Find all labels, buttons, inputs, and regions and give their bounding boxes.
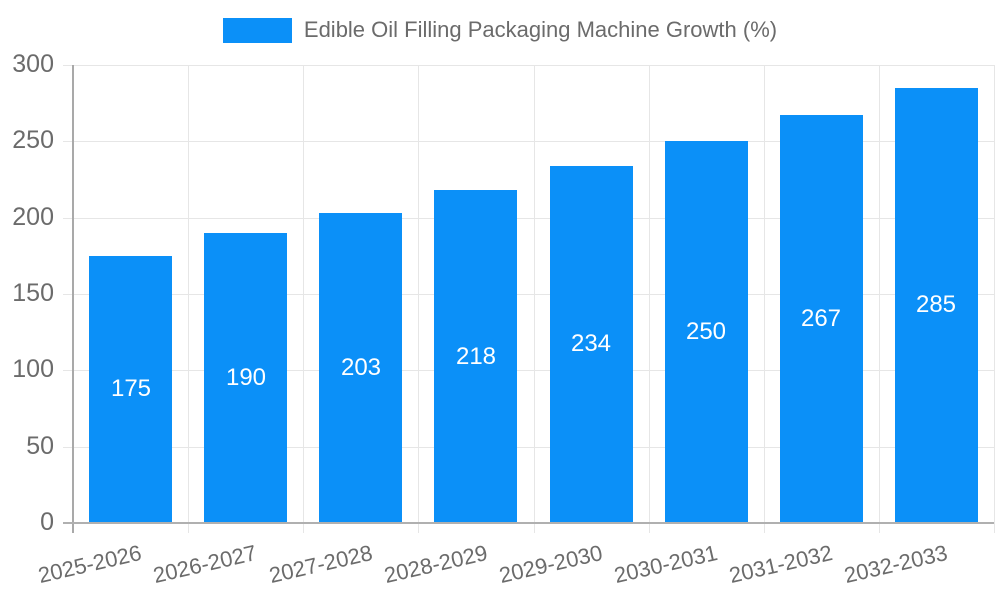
- legend[interactable]: Edible Oil Filling Packaging Machine Gro…: [0, 17, 1000, 43]
- y-gridline: [63, 141, 994, 142]
- x-axis-line: [63, 522, 994, 524]
- y-axis-tick-label: 300: [12, 49, 54, 78]
- y-axis-tick-label: 250: [12, 125, 54, 154]
- y-gridline: [63, 370, 994, 371]
- bar[interactable]: [319, 213, 402, 523]
- x-gridline: [303, 65, 304, 533]
- y-axis-tick-label: 100: [12, 354, 54, 383]
- x-axis-tick-label: 2026-2027: [151, 540, 260, 589]
- y-gridline: [63, 65, 994, 66]
- y-gridline: [63, 218, 994, 219]
- legend-label: Edible Oil Filling Packaging Machine Gro…: [303, 17, 778, 42]
- x-gridline: [649, 65, 650, 533]
- x-gridline: [418, 65, 419, 533]
- x-axis-tick-label: 2029-2030: [496, 540, 605, 589]
- x-axis-tick-label: 2032-2033: [841, 540, 951, 589]
- y-gridline: [63, 447, 994, 448]
- legend-swatch: [222, 17, 292, 43]
- y-axis-line: [72, 65, 74, 533]
- bar[interactable]: [665, 141, 748, 523]
- bar[interactable]: [780, 115, 863, 523]
- y-axis-tick-label: 50: [26, 431, 54, 460]
- y-axis-tick-label: 200: [12, 202, 54, 231]
- x-axis-tick-label: 2030-2031: [611, 540, 720, 589]
- bar[interactable]: [895, 88, 978, 523]
- y-axis-tick-label: 0: [40, 507, 54, 536]
- bar[interactable]: [434, 190, 517, 523]
- bar[interactable]: [204, 233, 287, 523]
- x-gridline: [879, 65, 880, 533]
- x-gridline: [764, 65, 765, 533]
- bar[interactable]: [89, 256, 172, 523]
- y-gridline: [63, 294, 994, 295]
- bar[interactable]: [550, 166, 633, 523]
- x-gridline: [534, 65, 535, 533]
- x-axis-tick-label: 2031-2032: [726, 540, 835, 589]
- x-axis-tick-label: 2027-2028: [266, 540, 375, 589]
- x-axis-tick-label: 2025-2026: [36, 540, 145, 589]
- x-axis-tick-label: 2028-2029: [381, 540, 490, 589]
- x-gridline: [188, 65, 189, 533]
- y-axis-tick-label: 150: [12, 278, 54, 307]
- x-gridline: [994, 65, 995, 533]
